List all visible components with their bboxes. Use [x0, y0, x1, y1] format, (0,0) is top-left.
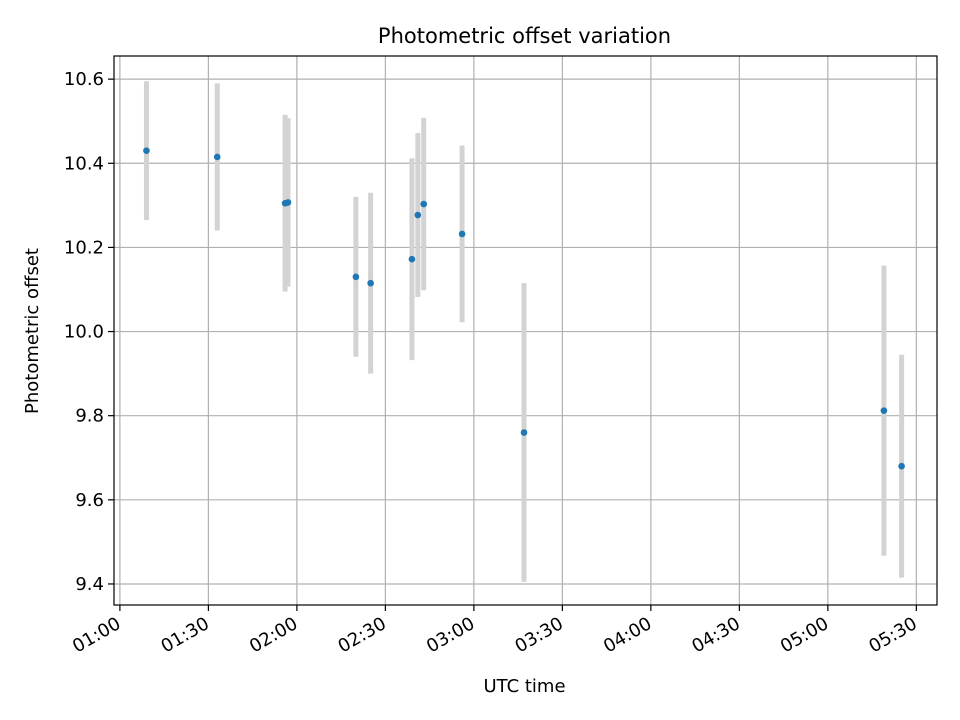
data-point: [213, 153, 221, 161]
data-point: [420, 200, 428, 208]
data-point: [520, 429, 528, 436]
y-tick-label: 10.6: [64, 69, 104, 90]
data-point: [898, 462, 905, 470]
y-tick-label: 10.4: [64, 153, 104, 174]
y-tick-label: 9.6: [75, 490, 104, 511]
data-point: [367, 279, 374, 287]
y-tick-label: 9.8: [75, 406, 104, 427]
data-point: [880, 407, 888, 414]
data-point: [284, 199, 292, 206]
y-tick-label: 10.0: [64, 322, 104, 343]
data-points: [143, 147, 905, 470]
y-tick-label: 9.4: [75, 574, 104, 595]
y-tick-label: 10.2: [64, 237, 104, 258]
chart-title: Photometric offset variation: [378, 24, 671, 48]
data-point: [414, 211, 422, 219]
y-axis-label: Photometric offset: [22, 248, 43, 414]
data-point: [408, 255, 416, 263]
plot-area-frame: [113, 55, 938, 606]
x-axis-label: UTC time: [483, 676, 565, 697]
y-axis-ticks: 9.4 9.6 9.8 10.0 10.2 10.4 10.6: [64, 69, 114, 595]
data-point: [458, 230, 466, 238]
data-point: [352, 273, 360, 281]
data-point: [143, 147, 150, 154]
